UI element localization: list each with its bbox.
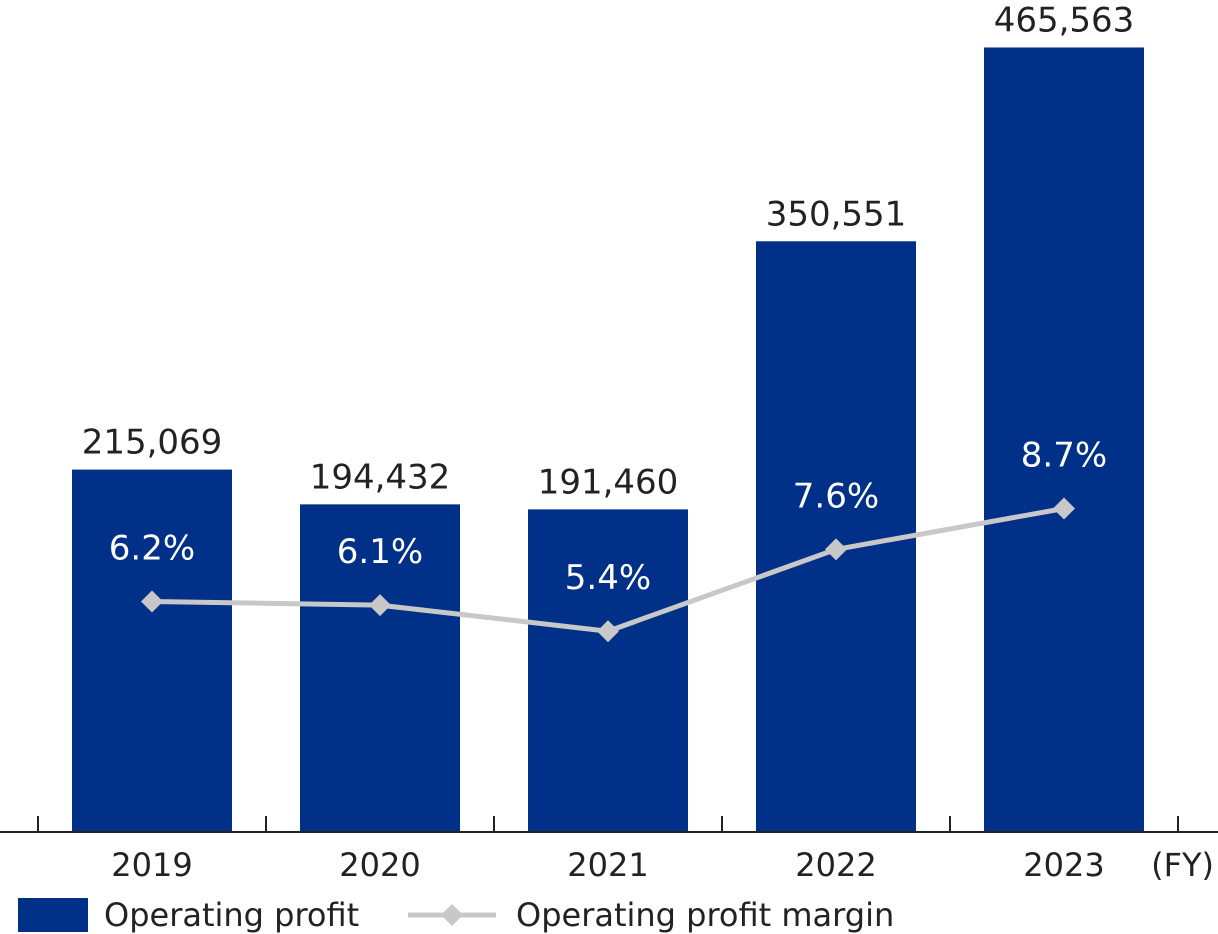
labels-layer: 215,069 194,432 191,460 350,551 465,563 6.2% 6… [82,0,1135,598]
bar-2023 [984,47,1144,833]
x-tick-label-2021: 2021 [567,846,648,884]
bar-value-label-2023: 465,563 [994,0,1135,40]
x-tick-label-2022: 2022 [795,846,876,884]
bar-2021 [528,509,688,832]
margin-point-2023 [1053,497,1075,520]
margin-line-layer [141,497,1075,643]
bar-value-label-2022: 350,551 [766,194,907,234]
x-tick-label-2023: 2023 [1023,846,1104,884]
bar-value-label-2021: 191,460 [538,462,679,502]
margin-point-2019 [141,590,163,613]
legend-swatch-operating-profit [18,898,88,932]
bar-value-label-2020: 194,432 [310,457,451,497]
x-tick-label-2019: 2019 [111,846,192,884]
margin-label-2023: 8.7% [1021,436,1107,476]
legend-label-operating-profit-margin: Operating profit margin [516,896,894,934]
legend: Operating profit Operating profit margin [18,896,894,934]
margin-point-2022 [825,538,847,561]
x-unit-label: (FY) [1151,846,1214,884]
bar-value-label-2019: 215,069 [82,423,223,463]
margin-label-2022: 7.6% [793,476,879,516]
x-axis: 2019 2020 2021 2022 2023 (FY) [0,816,1218,884]
margin-label-2019: 6.2% [109,528,195,568]
margin-point-2021 [597,620,619,643]
legend-swatch-margin-diamond-icon [441,904,463,926]
margin-point-2020 [369,594,391,617]
bar-2022 [756,241,916,832]
margin-label-2021: 5.4% [565,558,651,598]
legend-label-operating-profit: Operating profit [104,896,359,934]
bar-2019 [72,469,232,832]
bars-layer [72,47,1144,833]
x-tick-label-2020: 2020 [339,846,420,884]
margin-label-2020: 6.1% [337,532,423,572]
bar-2020 [300,504,460,832]
